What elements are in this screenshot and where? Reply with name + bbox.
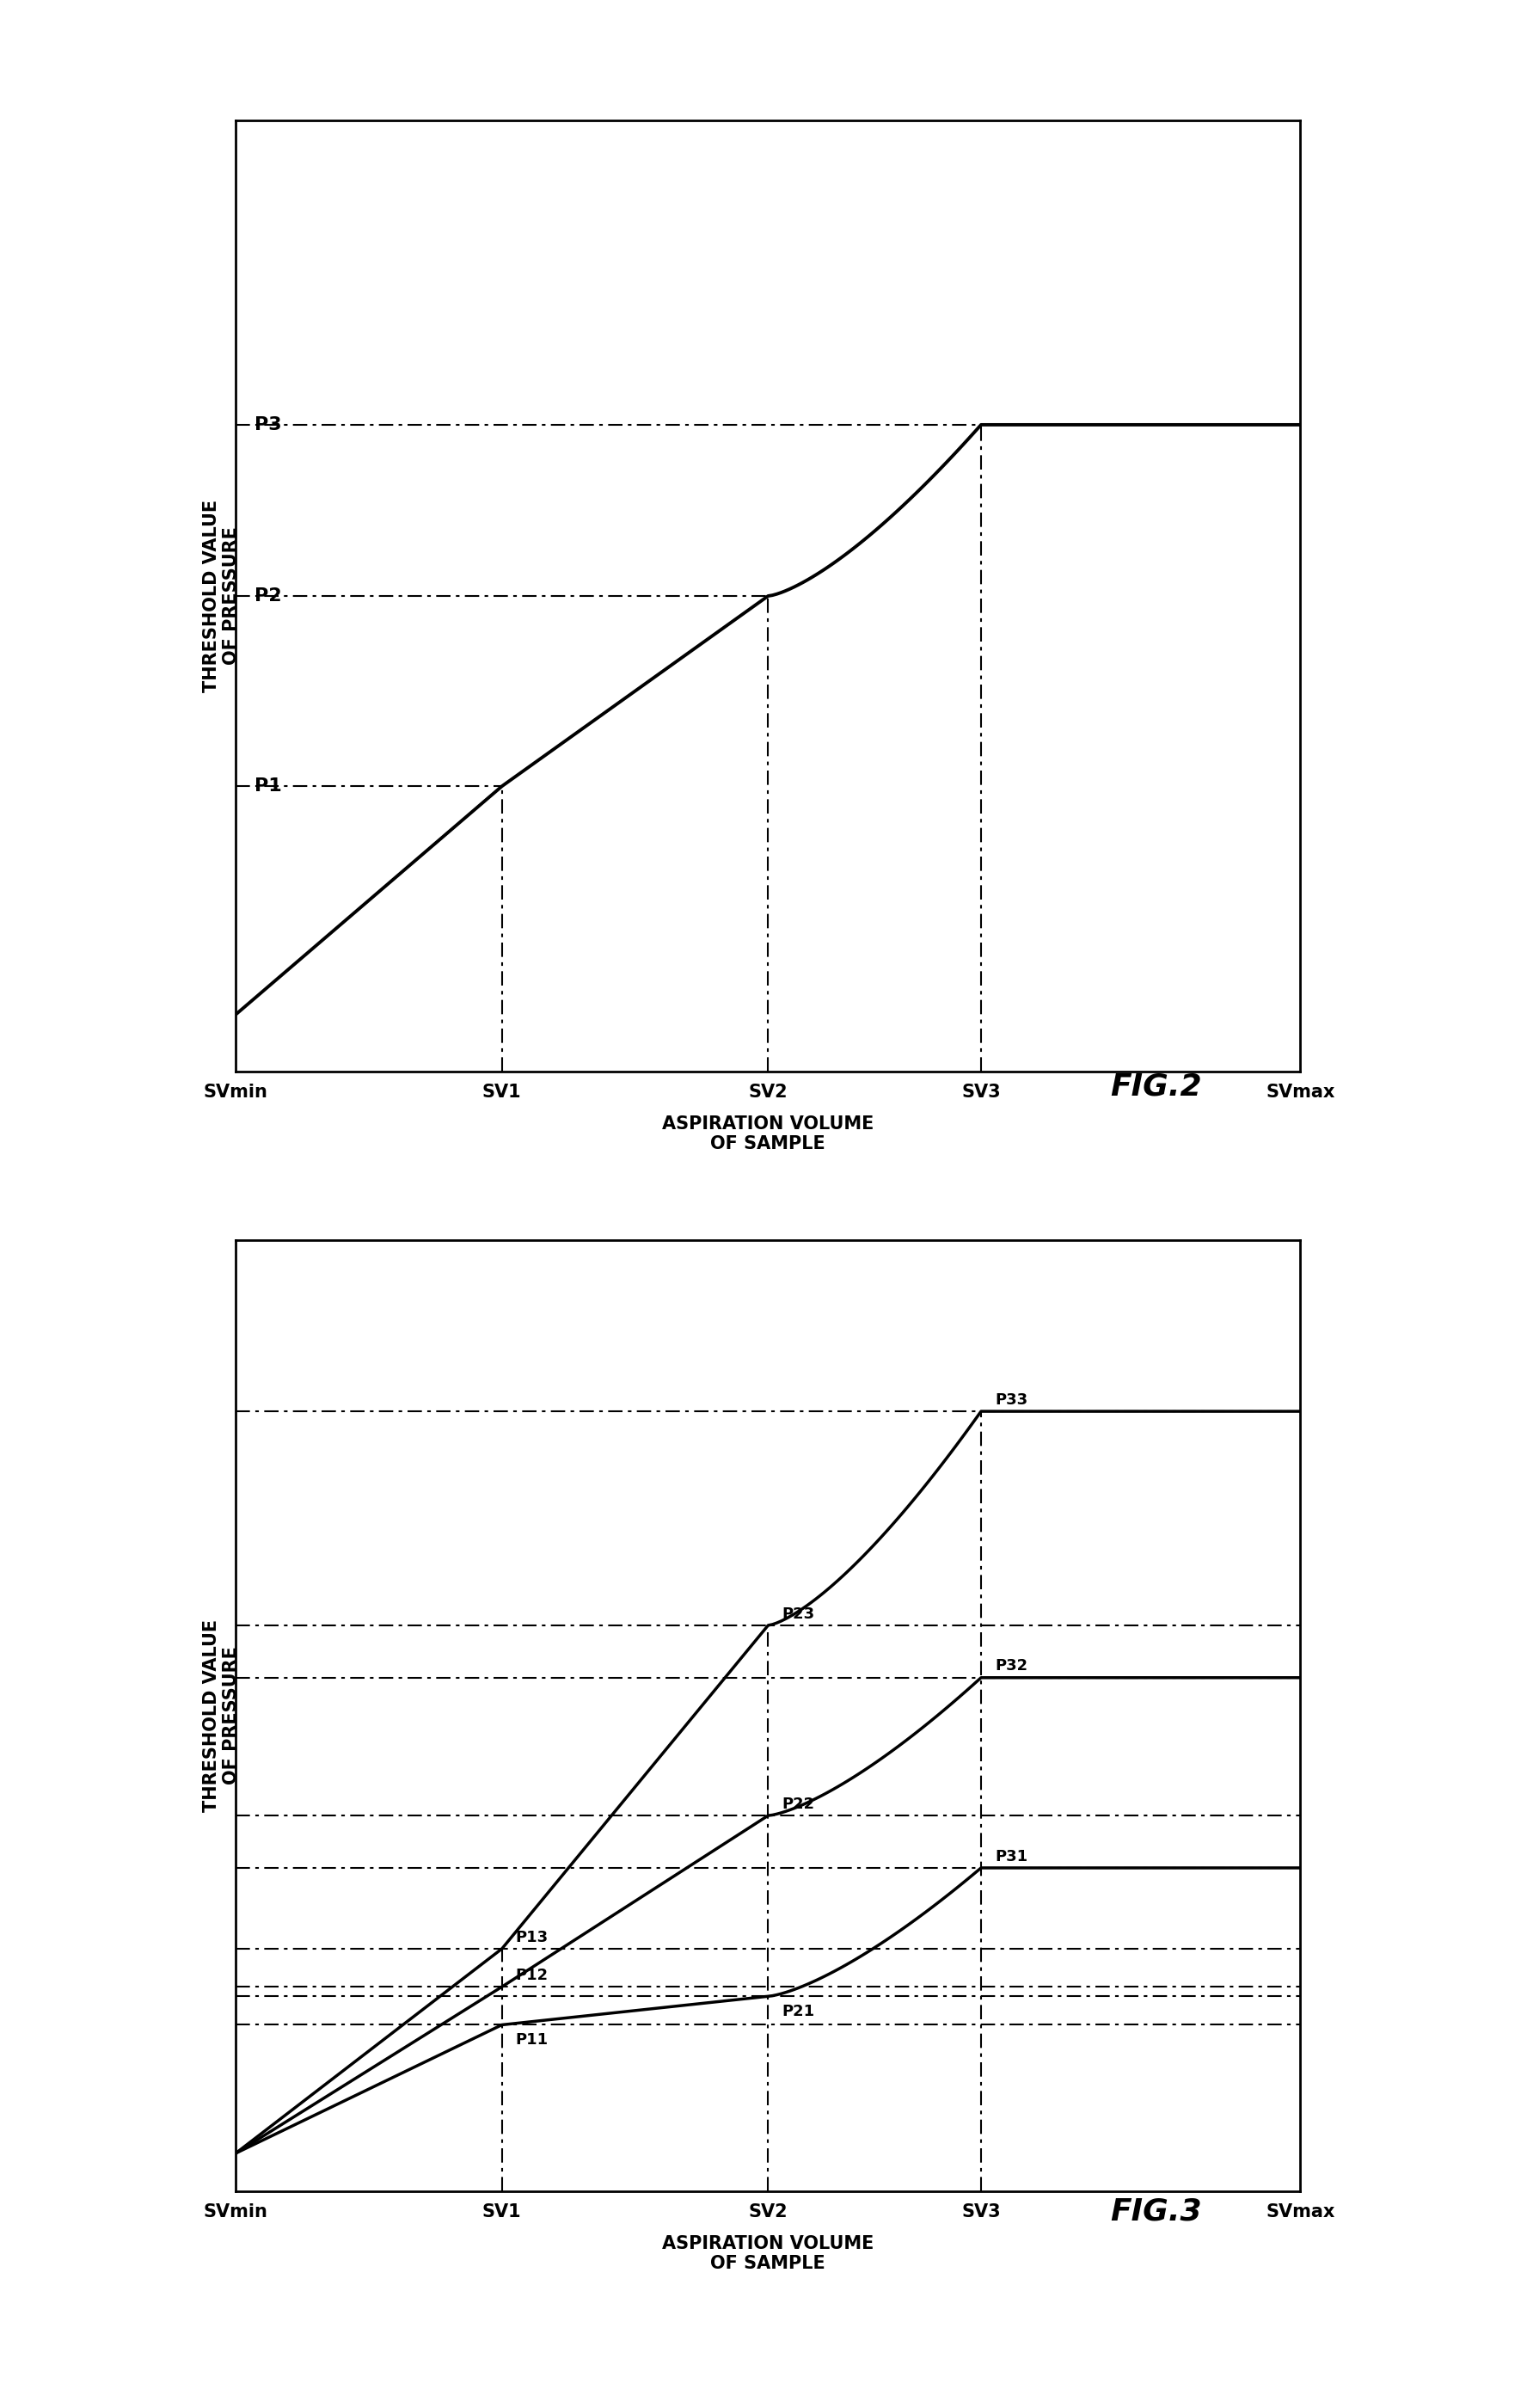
- Text: P33: P33: [995, 1392, 1028, 1409]
- Text: P11: P11: [516, 2032, 549, 2047]
- Text: P13: P13: [516, 1929, 549, 1946]
- X-axis label: ASPIRATION VOLUME
OF SAMPLE: ASPIRATION VOLUME OF SAMPLE: [662, 2235, 875, 2271]
- Y-axis label: THRESHOLD VALUE
OF PRESSURE: THRESHOLD VALUE OF PRESSURE: [202, 1618, 240, 1813]
- Text: P1: P1: [256, 778, 283, 795]
- Text: P31: P31: [995, 1849, 1028, 1864]
- Text: P2: P2: [256, 588, 281, 604]
- X-axis label: ASPIRATION VOLUME
OF SAMPLE: ASPIRATION VOLUME OF SAMPLE: [662, 1115, 875, 1151]
- Text: P32: P32: [995, 1659, 1028, 1674]
- Text: FIG.3: FIG.3: [1110, 2196, 1202, 2225]
- Text: P12: P12: [516, 1967, 549, 1982]
- Text: P22: P22: [782, 1796, 815, 1811]
- Text: P23: P23: [782, 1606, 815, 1621]
- Text: FIG.2: FIG.2: [1110, 1072, 1202, 1103]
- Y-axis label: THRESHOLD VALUE
OF PRESSURE: THRESHOLD VALUE OF PRESSURE: [202, 498, 240, 694]
- Text: P3: P3: [256, 417, 281, 433]
- Text: P21: P21: [782, 2003, 815, 2020]
